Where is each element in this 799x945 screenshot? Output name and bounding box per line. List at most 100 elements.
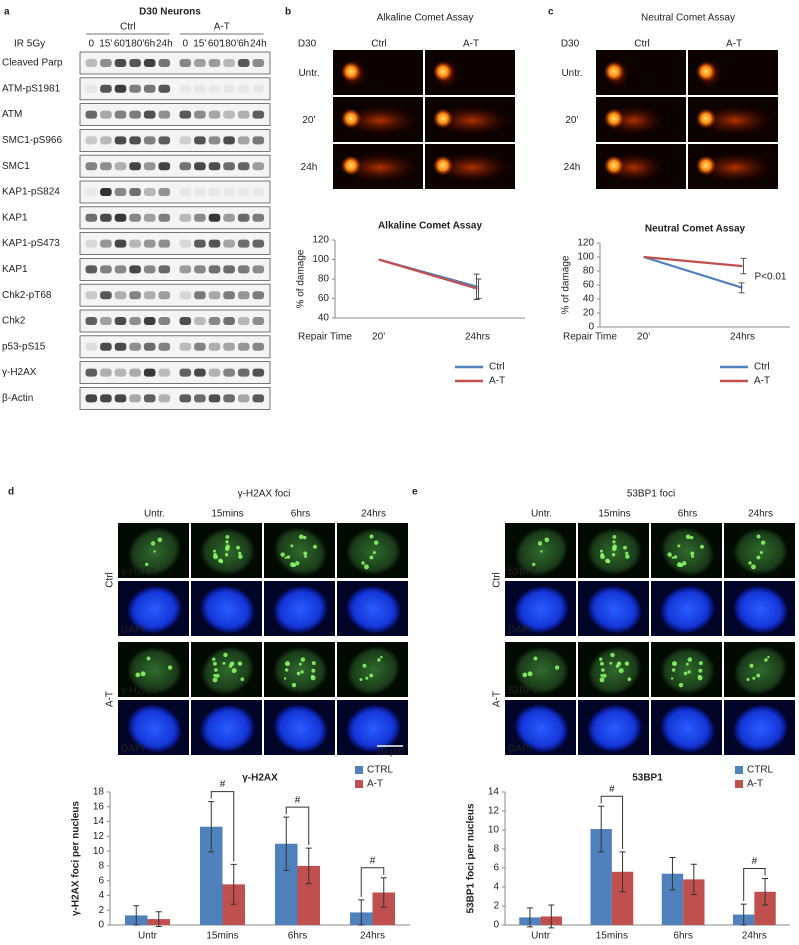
focus bbox=[362, 663, 367, 668]
nucleus bbox=[587, 705, 642, 752]
blot-band bbox=[143, 368, 156, 377]
blot-band bbox=[252, 291, 265, 300]
annotation: # bbox=[752, 856, 758, 867]
legend-label: CTRL bbox=[747, 765, 774, 776]
bar bbox=[372, 892, 395, 925]
bar bbox=[297, 865, 320, 925]
blot-band bbox=[158, 342, 171, 351]
focus bbox=[606, 559, 611, 564]
focus bbox=[601, 668, 605, 672]
series-line bbox=[643, 255, 743, 289]
blot-band bbox=[208, 84, 221, 93]
blot-band bbox=[252, 162, 265, 171]
blot-band bbox=[129, 213, 141, 222]
y-tick-label: 40 bbox=[318, 313, 330, 324]
blot-band bbox=[237, 110, 250, 119]
focus bbox=[292, 563, 296, 568]
blot-band bbox=[223, 213, 235, 222]
blot-band bbox=[129, 110, 141, 119]
focus bbox=[671, 661, 677, 667]
legend-swatch bbox=[355, 780, 363, 788]
timepoint-label: 0 bbox=[89, 39, 95, 50]
focus bbox=[671, 556, 675, 560]
row-label: A-T bbox=[492, 691, 503, 707]
blot-band bbox=[129, 239, 141, 248]
stain-label: DAPI bbox=[121, 625, 144, 636]
blot-band bbox=[194, 368, 206, 377]
blot-band bbox=[252, 265, 265, 274]
focus bbox=[146, 656, 151, 661]
blot-band bbox=[100, 213, 112, 222]
blot-band bbox=[179, 162, 192, 171]
error-bar bbox=[208, 801, 215, 853]
blot-frame bbox=[79, 309, 271, 333]
focus bbox=[687, 670, 691, 674]
blot-band bbox=[179, 368, 192, 377]
blot-band bbox=[85, 162, 98, 171]
blot-band bbox=[158, 162, 171, 171]
focus bbox=[238, 554, 243, 559]
nucleus bbox=[127, 704, 182, 753]
blot-band bbox=[223, 291, 235, 300]
blot-band bbox=[158, 213, 171, 222]
column-label: Untr. bbox=[144, 509, 165, 520]
timepoint-label: 15’ bbox=[193, 39, 206, 50]
blot-label: p53-pS15 bbox=[2, 341, 46, 352]
blot-band bbox=[194, 342, 206, 351]
blot-band bbox=[179, 59, 192, 67]
blot-band bbox=[100, 188, 112, 196]
timepoint-label: 24h bbox=[250, 39, 267, 50]
focus bbox=[224, 553, 229, 557]
focus bbox=[294, 561, 300, 566]
blot-band bbox=[143, 213, 156, 222]
focus bbox=[229, 661, 235, 667]
blot-band bbox=[252, 368, 265, 377]
y-tick-label: 8 bbox=[493, 844, 499, 855]
blot-band bbox=[158, 394, 171, 403]
focus bbox=[212, 549, 216, 553]
blot-band bbox=[237, 59, 250, 67]
blot-band bbox=[85, 213, 98, 222]
blot-band bbox=[114, 239, 127, 248]
focus bbox=[751, 564, 756, 570]
stain-label: γ-H2AX bbox=[121, 567, 156, 578]
panel-letter: a bbox=[4, 7, 10, 18]
y-tick-label: 12 bbox=[488, 806, 500, 817]
blot-band bbox=[179, 188, 192, 196]
blot-band bbox=[100, 394, 112, 403]
blot-band bbox=[85, 84, 98, 93]
legend-label: Ctrl bbox=[489, 362, 505, 373]
x-tick-label: 20’ bbox=[637, 332, 650, 343]
blot-band bbox=[114, 265, 127, 274]
blot-band bbox=[237, 317, 250, 325]
blot-frame bbox=[79, 335, 271, 359]
focus bbox=[752, 676, 756, 680]
y-tick-label: 100 bbox=[577, 252, 594, 263]
blot-band bbox=[85, 188, 98, 196]
focus bbox=[223, 652, 228, 658]
comet-head bbox=[341, 61, 361, 82]
blot-band bbox=[129, 317, 141, 325]
error-bar bbox=[690, 863, 697, 896]
blot-frame bbox=[79, 180, 271, 204]
focus bbox=[369, 534, 374, 539]
focus bbox=[533, 656, 538, 661]
legend-swatch bbox=[355, 766, 363, 774]
focus bbox=[748, 561, 752, 565]
legend-swatch bbox=[735, 766, 743, 774]
blot-band bbox=[237, 394, 250, 403]
blot-band bbox=[252, 394, 265, 403]
blot-band bbox=[237, 213, 250, 222]
y-tick-label: 4 bbox=[493, 882, 499, 893]
nucleus bbox=[127, 647, 182, 694]
blot-band bbox=[100, 59, 112, 67]
error-bar bbox=[526, 907, 533, 928]
column-label: Ctrl bbox=[371, 39, 387, 50]
blot-band bbox=[85, 291, 98, 300]
blot-band bbox=[129, 59, 141, 67]
panel-letter: d bbox=[8, 487, 14, 498]
blot-band bbox=[100, 136, 112, 145]
nucleus bbox=[734, 646, 787, 695]
comet-tail bbox=[696, 152, 774, 183]
chart-title: Neutral Comet Assay bbox=[645, 224, 746, 235]
